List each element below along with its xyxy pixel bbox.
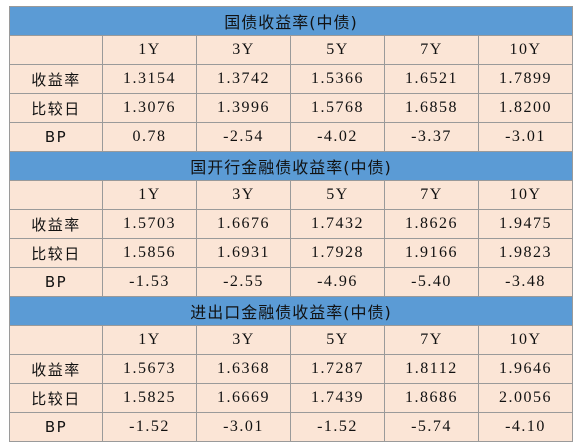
column-header: 5Y — [290, 180, 385, 210]
column-header: 1Y — [102, 35, 197, 65]
value-cell: -5.74 — [384, 412, 479, 442]
value-cell: -5.40 — [384, 267, 479, 297]
column-header: 3Y — [196, 180, 291, 210]
section-title-row: 进出口金融债收益率(中债) — [9, 296, 573, 326]
value-cell: -4.02 — [290, 122, 385, 152]
value-cell: 1.7899 — [478, 64, 573, 94]
value-cell: 1.7432 — [290, 209, 385, 239]
value-cell: 1.8200 — [478, 93, 573, 123]
column-header: 7Y — [384, 35, 479, 65]
section-title: 国债收益率(中债) — [9, 6, 573, 36]
value-cell: 1.9166 — [384, 238, 479, 268]
yield-table-container: 国债收益率(中债) 1Y 3Y 5Y 7Y 10Y 收益率 1.3154 1.3742 1.536… — [9, 6, 573, 442]
header-row: 1Y 3Y 5Y 7Y 10Y — [9, 325, 573, 355]
corner-cell — [9, 325, 103, 355]
yield-table: 国债收益率(中债) 1Y 3Y 5Y 7Y 10Y 收益率 1.3154 1.3742 1.536… — [9, 6, 573, 442]
value-cell: 1.8112 — [384, 354, 479, 384]
data-row: 比较日 1.5856 1.6931 1.7928 1.9166 1.9823 — [9, 238, 573, 268]
value-cell: -3.37 — [384, 122, 479, 152]
value-cell: -3.48 — [478, 267, 573, 297]
value-cell: 1.6521 — [384, 64, 479, 94]
data-row: 收益率 1.5673 1.6368 1.7287 1.8112 1.9646 — [9, 354, 573, 384]
section-title-row: 国债收益率(中债) — [9, 6, 573, 36]
column-header: 10Y — [478, 35, 573, 65]
header-row: 1Y 3Y 5Y 7Y 10Y — [9, 35, 573, 65]
column-header: 3Y — [196, 35, 291, 65]
value-cell: 1.6368 — [196, 354, 291, 384]
value-cell: 1.3742 — [196, 64, 291, 94]
value-cell: 1.9646 — [478, 354, 573, 384]
data-row: 收益率 1.3154 1.3742 1.5366 1.6521 1.7899 — [9, 64, 573, 94]
column-header: 7Y — [384, 180, 479, 210]
column-header: 10Y — [478, 180, 573, 210]
value-cell: 1.8686 — [384, 383, 479, 413]
column-header: 5Y — [290, 35, 385, 65]
column-header: 3Y — [196, 325, 291, 355]
row-label: 比较日 — [9, 383, 103, 413]
value-cell: 1.6931 — [196, 238, 291, 268]
value-cell: 1.3996 — [196, 93, 291, 123]
section-title-row: 国开行金融债收益率(中债) — [9, 151, 573, 181]
corner-cell — [9, 180, 103, 210]
section-title: 进出口金融债收益率(中债) — [9, 296, 573, 326]
data-row: BP 0.78 -2.54 -4.02 -3.37 -3.01 — [9, 122, 573, 152]
row-label: 收益率 — [9, 209, 103, 239]
value-cell: 1.5856 — [102, 238, 197, 268]
row-label: 比较日 — [9, 238, 103, 268]
value-cell: -1.53 — [102, 267, 197, 297]
data-row: 比较日 1.5825 1.6669 1.7439 1.8686 2.0056 — [9, 383, 573, 413]
corner-cell — [9, 35, 103, 65]
value-cell: 1.7928 — [290, 238, 385, 268]
value-cell: 1.6669 — [196, 383, 291, 413]
value-cell: 1.3076 — [102, 93, 197, 123]
value-cell: -1.52 — [290, 412, 385, 442]
value-cell: -2.54 — [196, 122, 291, 152]
value-cell: 2.0056 — [478, 383, 573, 413]
value-cell: -4.10 — [478, 412, 573, 442]
value-cell: 1.6676 — [196, 209, 291, 239]
data-row: BP -1.52 -3.01 -1.52 -5.74 -4.10 — [9, 412, 573, 442]
value-cell: 1.8626 — [384, 209, 479, 239]
value-cell: 1.7439 — [290, 383, 385, 413]
value-cell: 1.5825 — [102, 383, 197, 413]
row-label: 收益率 — [9, 354, 103, 384]
column-header: 1Y — [102, 180, 197, 210]
value-cell: -3.01 — [196, 412, 291, 442]
value-cell: -4.96 — [290, 267, 385, 297]
header-row: 1Y 3Y 5Y 7Y 10Y — [9, 180, 573, 210]
value-cell: 1.6858 — [384, 93, 479, 123]
data-row: 比较日 1.3076 1.3996 1.5768 1.6858 1.8200 — [9, 93, 573, 123]
row-label: BP — [9, 122, 103, 152]
column-header: 7Y — [384, 325, 479, 355]
value-cell: 1.9475 — [478, 209, 573, 239]
row-label: BP — [9, 412, 103, 442]
row-label: 比较日 — [9, 93, 103, 123]
value-cell: -3.01 — [478, 122, 573, 152]
value-cell: 1.9823 — [478, 238, 573, 268]
column-header: 10Y — [478, 325, 573, 355]
value-cell: 1.5366 — [290, 64, 385, 94]
value-cell: 1.3154 — [102, 64, 197, 94]
column-header: 5Y — [290, 325, 385, 355]
row-label: BP — [9, 267, 103, 297]
value-cell: 1.5673 — [102, 354, 197, 384]
data-row: BP -1.53 -2.55 -4.96 -5.40 -3.48 — [9, 267, 573, 297]
data-row: 收益率 1.5703 1.6676 1.7432 1.8626 1.9475 — [9, 209, 573, 239]
section-title: 国开行金融债收益率(中债) — [9, 151, 573, 181]
value-cell: -1.52 — [102, 412, 197, 442]
value-cell: 1.5768 — [290, 93, 385, 123]
value-cell: 0.78 — [102, 122, 197, 152]
row-label: 收益率 — [9, 64, 103, 94]
column-header: 1Y — [102, 325, 197, 355]
value-cell: 1.7287 — [290, 354, 385, 384]
value-cell: -2.55 — [196, 267, 291, 297]
value-cell: 1.5703 — [102, 209, 197, 239]
